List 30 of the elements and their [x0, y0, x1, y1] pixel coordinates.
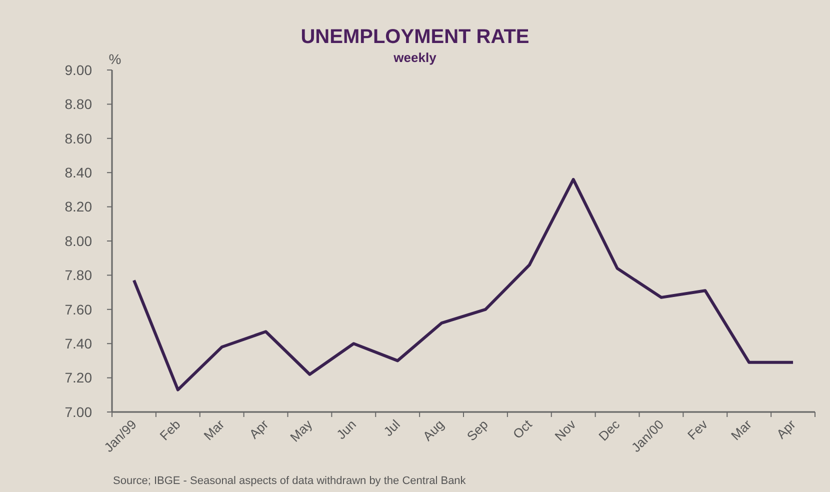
source-note: Source; IBGE - Seasonal aspects of data withdrawn by the Central Bank: [113, 475, 466, 487]
x-tick-label: May: [287, 416, 316, 445]
y-tick-label: 7.00: [64, 404, 92, 420]
x-tick-label: Feb: [156, 416, 184, 444]
y-tick-label: 9.00: [64, 62, 92, 78]
x-tick-label: Oct: [510, 416, 536, 442]
x-tick-label: Nov: [552, 416, 580, 444]
y-tick-label: 7.60: [64, 301, 92, 318]
y-tick-label: 7.20: [64, 370, 92, 386]
x-tick-label: Fev: [684, 416, 711, 443]
x-tick-label: Dec: [596, 416, 623, 444]
x-tick-label: Jul: [380, 416, 404, 440]
chart-title: UNEMPLOYMENT RATE: [300, 26, 530, 48]
x-tick-label: Mar: [728, 416, 755, 444]
line-series: [132, 178, 795, 392]
y-tick-label: 8.20: [64, 198, 92, 215]
y-axis-title: %: [108, 51, 122, 67]
x-tick-label: Jun: [334, 416, 359, 442]
y-tick-label: 8.40: [64, 164, 92, 180]
x-tick-label: Apr: [246, 416, 272, 442]
x-tick-label: Aug: [420, 416, 447, 444]
y-tick-label: 8.80: [64, 96, 92, 112]
y-tick-label: 7.80: [64, 267, 92, 284]
x-tick-label: Sep: [464, 416, 491, 444]
y-tick-label: 7.40: [64, 336, 92, 352]
y-tick-label: 8.00: [64, 232, 92, 249]
x-tick-label: Apr: [773, 416, 799, 442]
y-tick-label: 8.60: [64, 130, 92, 146]
chart-subtitle: weekly: [392, 50, 438, 65]
x-tick-label: Mar: [200, 416, 228, 444]
